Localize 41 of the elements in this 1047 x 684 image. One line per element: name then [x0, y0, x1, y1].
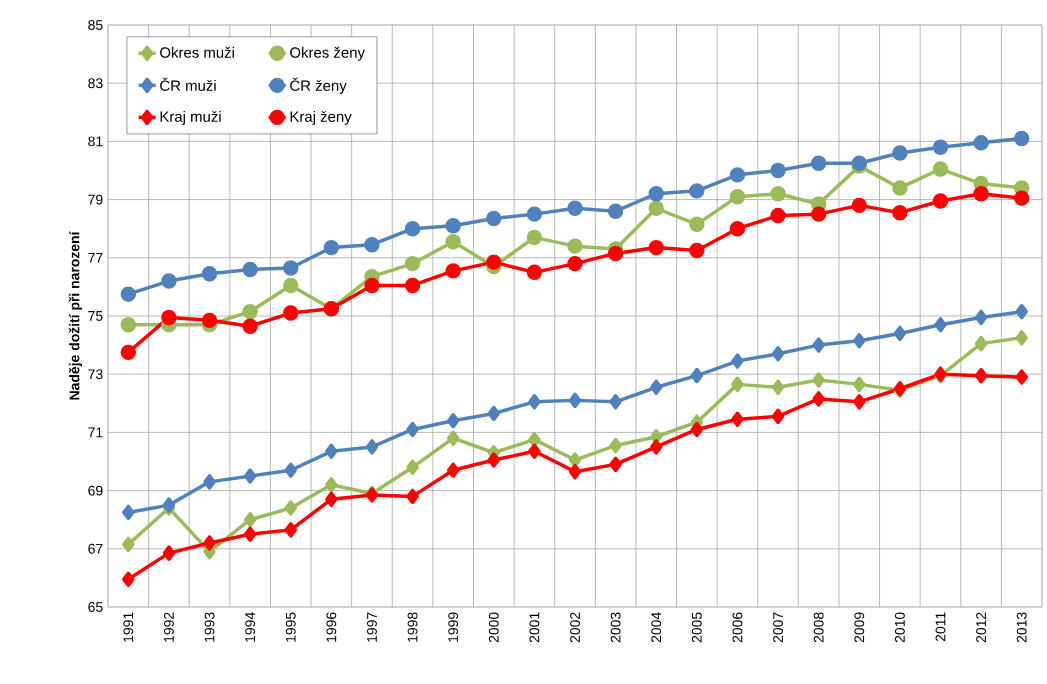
x-tick-label: 2009	[854, 612, 865, 643]
y-tick-label: 65	[88, 602, 103, 612]
legend-label: Okres muži	[160, 46, 234, 58]
y-tick-label: 71	[88, 427, 103, 438]
x-tick-label: 2007	[773, 612, 783, 643]
y-tick-label: 75	[88, 311, 103, 321]
legend-label: ČR ženy	[290, 77, 347, 94]
x-tick-label: 1998	[407, 612, 418, 642]
y-tick-label: 79	[88, 194, 103, 205]
legend-label: Kraj ženy	[290, 110, 352, 125]
y-tick-label: 67	[88, 543, 103, 554]
y-tick-label: 81	[88, 136, 103, 147]
x-tick-label: 2002	[570, 612, 580, 643]
x-tick-label: 2005	[691, 612, 702, 643]
x-tick-label: 2000	[488, 612, 499, 643]
y-tick-label: 85	[88, 20, 103, 30]
y-tick-label: 83	[88, 78, 103, 89]
x-tick-label: 1991	[123, 612, 134, 642]
x-tick-label: 2010	[894, 612, 905, 643]
y-tick-label: 69	[88, 485, 103, 496]
x-tick-label: 2008	[813, 612, 824, 643]
x-tick-label: 2001	[529, 612, 540, 643]
x-tick-label: 2004	[651, 612, 662, 643]
y-tick-label: 77	[88, 252, 103, 263]
x-tick-label: 1995	[285, 612, 296, 642]
x-tick-label: 1999	[448, 612, 459, 642]
x-tick-label: 2012	[976, 612, 987, 643]
legend-label: ČR muži	[160, 77, 216, 91]
x-tick-label: 1992	[163, 612, 174, 642]
legend-label: Kraj muži	[160, 110, 221, 125]
x-tick-label: 1996	[326, 612, 337, 642]
x-tick-label: 2013	[1016, 612, 1027, 643]
legend-label: Okres ženy	[290, 46, 365, 61]
x-tick-label: 2011	[935, 612, 946, 642]
y-tick-label: 73	[88, 369, 103, 380]
x-tick-label: 1993	[204, 612, 215, 642]
x-tick-label: 1997	[367, 612, 377, 642]
x-tick-label: 2006	[732, 612, 743, 643]
y-axis-title: Naděje dožití při narození	[68, 231, 83, 400]
x-tick-label: 1994	[245, 612, 256, 642]
x-tick-label: 2003	[610, 612, 621, 643]
